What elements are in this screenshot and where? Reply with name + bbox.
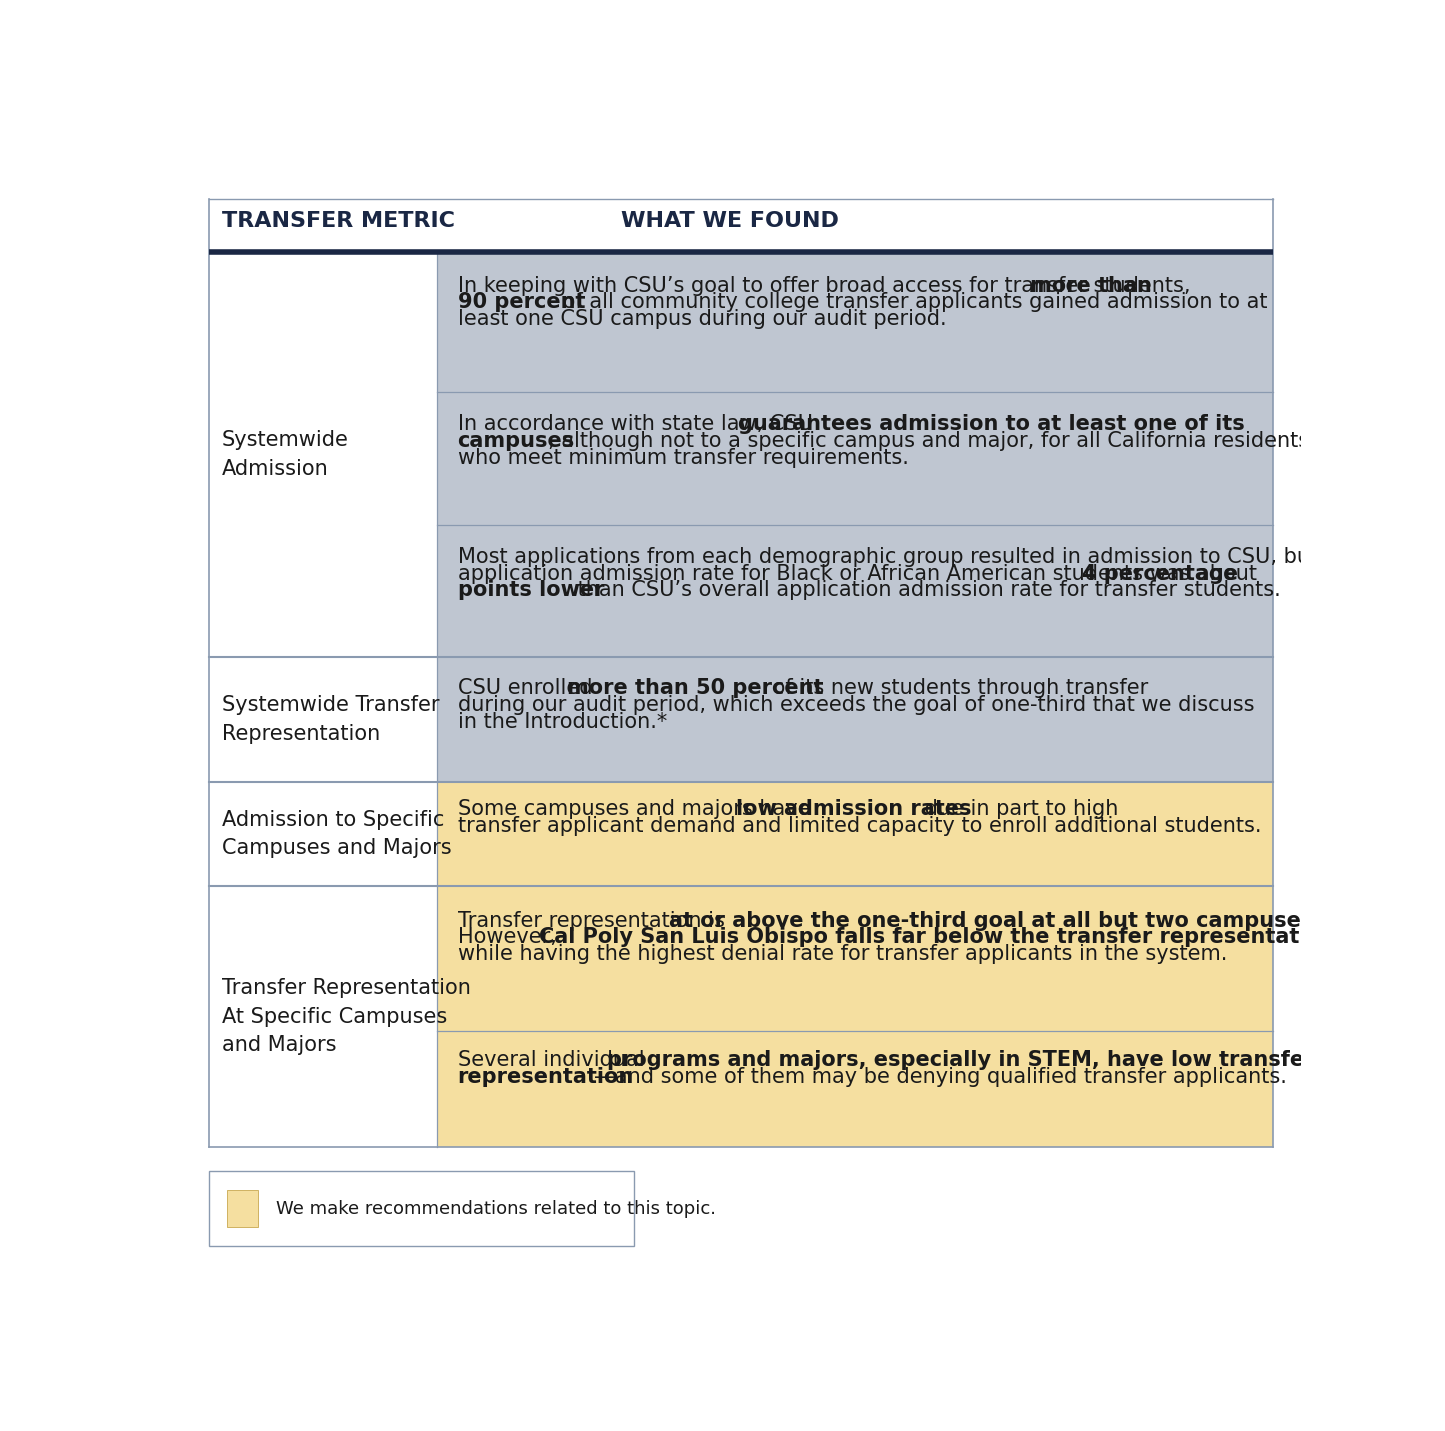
Text: Several individual: Several individual xyxy=(458,1050,650,1070)
Text: TRANSFER METRIC: TRANSFER METRIC xyxy=(223,212,455,232)
Text: Admission to Specific
Campuses and Majors: Admission to Specific Campuses and Major… xyxy=(223,810,452,859)
Bar xyxy=(208,781,438,886)
Text: In accordance with state law, CSU: In accordance with state law, CSU xyxy=(458,414,819,434)
Text: Most applications from each demographic group resulted in admission to CSU, but : Most applications from each demographic … xyxy=(458,547,1358,567)
Text: CSU enrolled: CSU enrolled xyxy=(458,678,598,698)
Text: Cal Poly San Luis Obispo falls far below the transfer representation goal: Cal Poly San Luis Obispo falls far below… xyxy=(539,927,1393,947)
Text: than CSU’s overall application admission rate for transfer students.: than CSU’s overall application admission… xyxy=(571,581,1280,601)
Text: more than: more than xyxy=(1030,276,1152,296)
Text: Transfer representation is: Transfer representation is xyxy=(458,910,731,930)
Text: 90 percent: 90 percent xyxy=(458,292,585,312)
Text: at or above the one-third goal at all but two campuses.*: at or above the one-third goal at all bu… xyxy=(669,910,1332,930)
Text: of all community college transfer applicants gained admission to at: of all community college transfer applic… xyxy=(556,292,1267,312)
Bar xyxy=(208,252,438,392)
Text: campuses: campuses xyxy=(458,431,575,451)
Bar xyxy=(438,525,1273,657)
Text: Systemwide
Admission: Systemwide Admission xyxy=(223,431,348,479)
Text: representation: representation xyxy=(458,1066,634,1086)
Text: Systemwide Transfer
Representation: Systemwide Transfer Representation xyxy=(223,695,439,744)
Text: low admission rates: low admission rates xyxy=(736,798,971,819)
Bar xyxy=(208,392,438,525)
Bar xyxy=(438,886,1273,1030)
Text: However,: However, xyxy=(458,927,564,947)
Text: least one CSU campus during our audit period.: least one CSU campus during our audit pe… xyxy=(458,309,946,329)
Text: of its new students through transfer: of its new students through transfer xyxy=(766,678,1147,698)
Bar xyxy=(208,1171,634,1246)
Text: more than 50 percent: more than 50 percent xyxy=(566,678,824,698)
Text: 4 percentage: 4 percentage xyxy=(1082,564,1238,584)
Text: Transfer Representation
At Specific Campuses
and Majors: Transfer Representation At Specific Camp… xyxy=(223,977,471,1055)
Text: while having the highest denial rate for transfer applicants in the system.: while having the highest denial rate for… xyxy=(458,944,1227,964)
Text: Some campuses and majors have: Some campuses and majors have xyxy=(458,798,816,819)
Bar xyxy=(438,1030,1273,1146)
Text: , although not to a specific campus and major, for all California residents: , although not to a specific campus and … xyxy=(549,431,1309,451)
Bar xyxy=(208,886,438,1030)
Text: who meet minimum transfer requirements.: who meet minimum transfer requirements. xyxy=(458,448,909,468)
Bar xyxy=(438,781,1273,886)
Bar xyxy=(208,1030,438,1146)
Text: in the Introduction.*: in the Introduction.* xyxy=(458,711,666,731)
Text: In keeping with CSU’s goal to offer broad access for transfer students,: In keeping with CSU’s goal to offer broa… xyxy=(458,276,1196,296)
Text: We make recommendations related to this topic.: We make recommendations related to this … xyxy=(276,1199,715,1218)
Text: guarantees admission to at least one of its: guarantees admission to at least one of … xyxy=(738,414,1244,434)
Text: during our audit period, which exceeds the goal of one-third that we discuss: during our audit period, which exceeds t… xyxy=(458,695,1254,716)
Bar xyxy=(208,525,438,657)
Text: application admission rate for Black or African American students was about: application admission rate for Black or … xyxy=(458,564,1263,584)
Bar xyxy=(438,252,1273,392)
Bar xyxy=(208,199,1273,1146)
Bar xyxy=(438,392,1273,525)
Text: due in part to high: due in part to high xyxy=(919,798,1118,819)
Bar xyxy=(227,1189,257,1228)
Text: —and some of them may be denying qualified transfer applicants.: —and some of them may be denying qualifi… xyxy=(594,1066,1287,1086)
Bar xyxy=(208,657,438,781)
Text: transfer applicant demand and limited capacity to enroll additional students.: transfer applicant demand and limited ca… xyxy=(458,816,1261,836)
Text: points lower: points lower xyxy=(458,581,604,601)
Text: WHAT WE FOUND: WHAT WE FOUND xyxy=(621,212,838,232)
Text: programs and majors, especially in STEM, have low transfer: programs and majors, especially in STEM,… xyxy=(607,1050,1315,1070)
Bar xyxy=(438,657,1273,781)
